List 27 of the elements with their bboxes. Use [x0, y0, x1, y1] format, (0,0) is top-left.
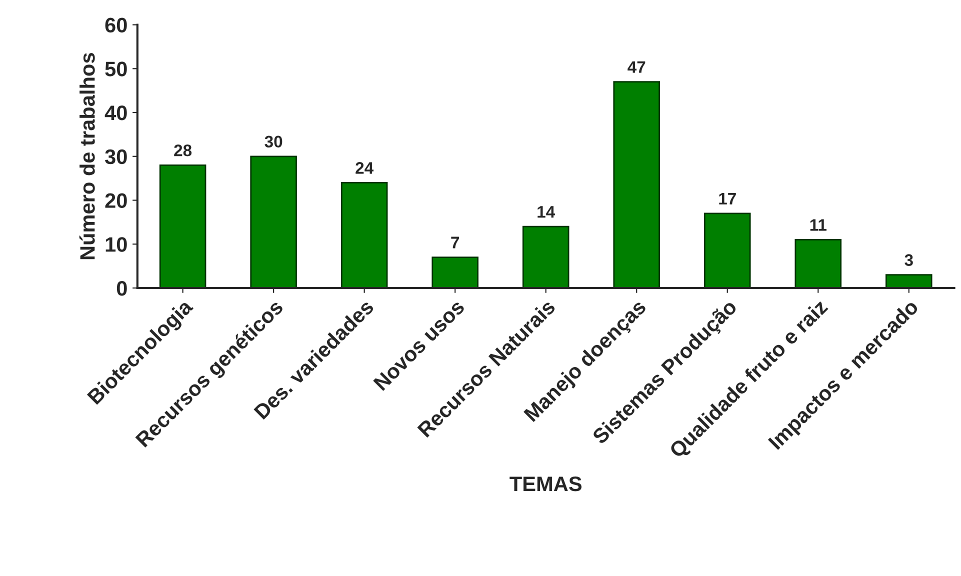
- bar: [613, 81, 660, 288]
- y-tick-label: 10: [106, 237, 127, 252]
- y-axis-title: Número de trabalhos: [79, 53, 95, 260]
- data-label: 11: [810, 219, 826, 231]
- bar: [159, 164, 206, 288]
- y-tick-label: 0: [116, 281, 127, 296]
- y-tick-label: 40: [104, 106, 127, 120]
- bar: [340, 182, 388, 288]
- y-tick-label: 60: [105, 18, 127, 33]
- y-tick-label: 30: [105, 149, 127, 164]
- data-label: 7: [451, 236, 459, 248]
- data-label: 47: [628, 61, 646, 73]
- bar: [886, 274, 932, 288]
- x-axis-title: TEMAS: [510, 476, 582, 492]
- data-label: 24: [356, 162, 374, 174]
- data-label: 14: [538, 206, 556, 218]
- bar: [250, 156, 297, 288]
- bar: [432, 256, 478, 288]
- data-label: 30: [264, 136, 282, 148]
- bar: [794, 239, 842, 288]
- data-label: 28: [174, 144, 192, 156]
- bar: [522, 226, 570, 288]
- data-label: 3: [904, 254, 913, 266]
- data-label: 17: [719, 192, 736, 204]
- y-tick-label: 20: [105, 193, 127, 208]
- y-tick-label: 50: [105, 62, 127, 76]
- bar: [704, 212, 751, 288]
